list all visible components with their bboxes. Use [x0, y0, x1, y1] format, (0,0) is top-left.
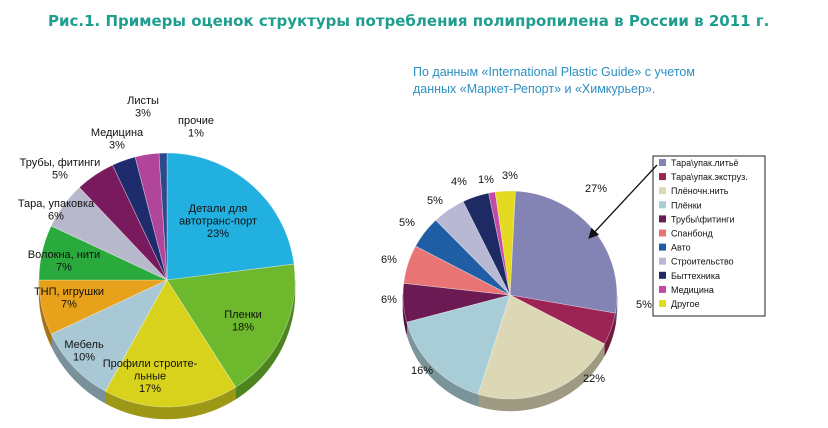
pie2-slice [477, 294, 605, 400]
pie2-data-label: 5% [399, 217, 415, 229]
legend-entry: Медицина [671, 285, 714, 295]
pie1-data-label: прочие 1% [178, 115, 214, 140]
pie2-slice [509, 190, 618, 314]
pie1-data-label: Медицина 3% [91, 127, 144, 152]
pie2-data-label: 22% [583, 373, 605, 385]
legend-swatch [659, 300, 666, 307]
legend-entry: Авто [671, 243, 691, 253]
legend-entry: Строительство [671, 257, 734, 267]
pie1-data-label: Профили строите-льные 17% [103, 358, 198, 395]
legend-entry: Трубы\фитинги [671, 214, 734, 224]
legend-entry: Плёнки [671, 200, 702, 210]
legend-entry: Тара\упак.экструз. [671, 172, 748, 182]
source-line-1: По данным «International Plastic Guide» … [413, 65, 695, 79]
legend-entry: Другое [671, 299, 700, 309]
pie1-slice [50, 279, 168, 392]
pie-chart-2: 27% 5% 22% 16% 6% 6% 5% 5% 4% 1% 3% [381, 170, 652, 412]
pie2-slice [406, 294, 511, 395]
pie2-data-label: 4% [451, 176, 467, 188]
legend-pointer-arrow [588, 164, 658, 239]
legend-box [652, 155, 766, 317]
pie2-data-label: 27% [585, 183, 607, 195]
legend-swatch [659, 215, 666, 223]
legend-entry: Спанбонд [671, 229, 713, 239]
legend-entry: Быттехника [671, 271, 720, 281]
pie1-data-label: Детали для автотранс-порт 23% [179, 203, 257, 240]
legend-swatch [659, 229, 666, 237]
pie2-data-label: 6% [381, 254, 397, 266]
pie1-data-label: Листы 3% [127, 95, 159, 120]
pie2-data-label: 3% [502, 170, 518, 182]
legend-swatch [659, 187, 666, 195]
legend-swatch [659, 271, 666, 279]
pie1-data-label: ТНП, игрушки 7% [34, 286, 104, 311]
pie1-data-label: Тара, упаковка 6% [18, 198, 95, 223]
legend: Тара\упак.литьё Тара\упак.экструз. Плёночн… [652, 155, 766, 317]
pie1-slice [166, 152, 295, 281]
pie1-data-label: Мебель 10% [64, 339, 104, 364]
pie2-data-label: 5% [427, 195, 443, 207]
pie1-data-label: Трубы, фитинги 5% [20, 157, 101, 182]
legend-entry: Плёночн.нить [671, 186, 729, 196]
legend-swatch [659, 159, 666, 166]
pie1-slice [166, 263, 296, 388]
pie2-data-label: 1% [478, 174, 494, 186]
legend-swatch [659, 173, 666, 181]
source-line-2: данных «Маркет-Репорт» и «Химкурьер». [413, 82, 656, 96]
pie2-data-label: 16% [411, 365, 433, 377]
pie2-slice [494, 190, 516, 296]
pie-chart-1: Детали для автотранс-порт 23% Пленки 18% Проф… [18, 95, 296, 420]
source-note: По данным «International Plastic Guide» … [413, 64, 803, 98]
pie2-data-label: 5% [636, 299, 652, 311]
pie1-slice [158, 152, 168, 281]
chart-title: Рис.1. Примеры оценок структуры потребле… [48, 12, 770, 30]
pie2-data-label: 6% [381, 294, 397, 306]
pie1-data-label: Волокна, нити 7% [28, 249, 100, 274]
pie1-data-label: Пленки 18% [224, 309, 261, 334]
legend-swatch [659, 285, 666, 293]
pie1-slice [104, 279, 237, 408]
legend-entry: Тара\упак.литьё [671, 158, 739, 168]
legend-swatch [659, 243, 666, 251]
legend-swatch [659, 201, 666, 209]
legend-swatch [659, 257, 666, 265]
